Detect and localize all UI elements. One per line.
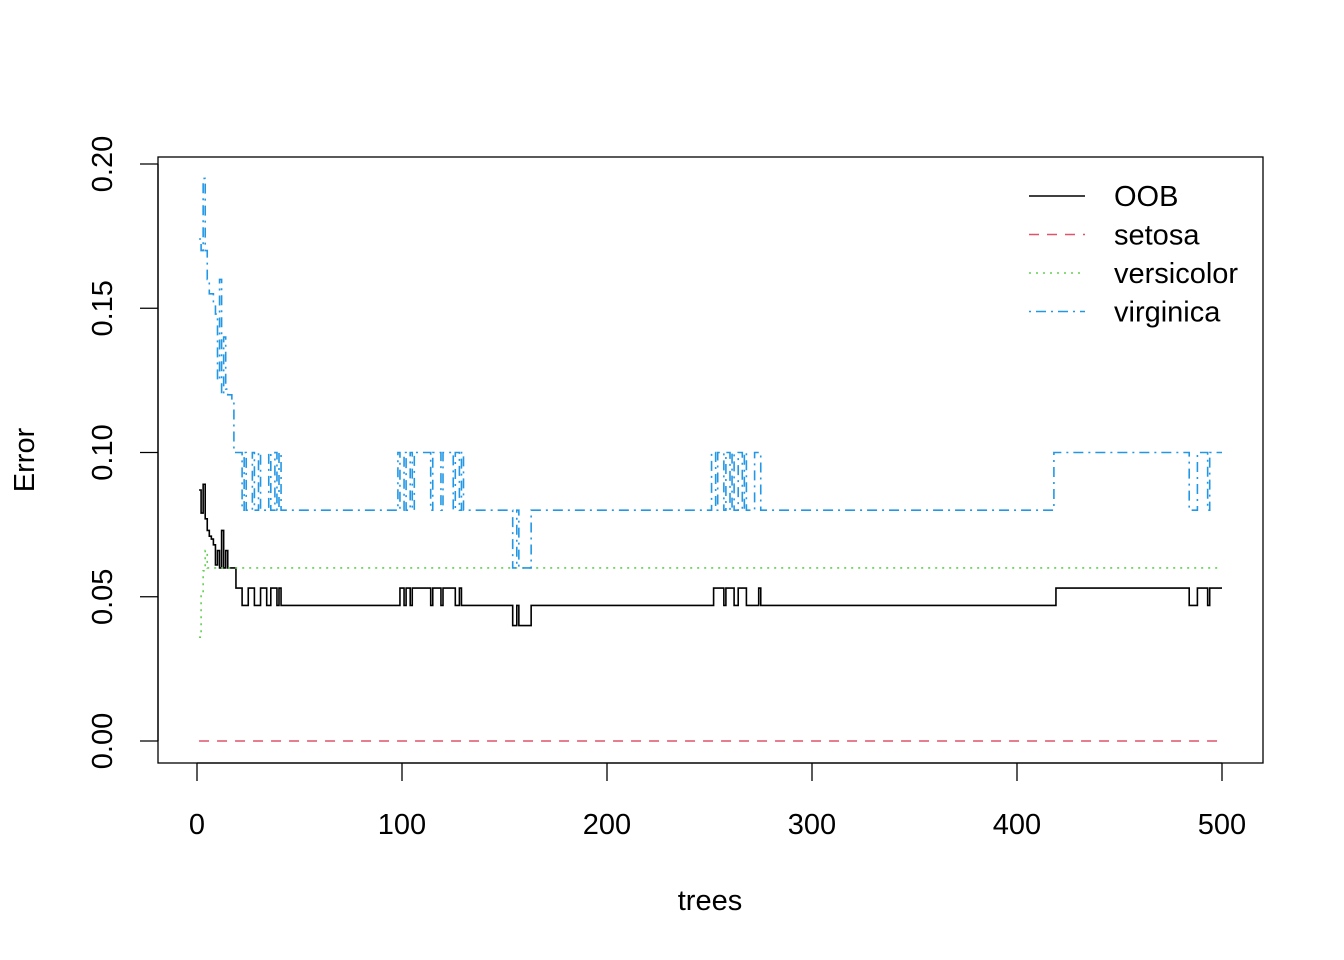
legend-label: setosa [1114, 220, 1200, 252]
series-line-versicolor [199, 549, 1222, 638]
legend-label: virginica [1114, 297, 1221, 329]
x-axis: 0 100 200 300 400 500 [189, 762, 1246, 841]
x-tick-label: 300 [788, 809, 836, 841]
y-axis-title: Error [9, 427, 41, 492]
y-tick-label: 0.05 [87, 569, 119, 625]
x-tick-label: 400 [993, 809, 1041, 841]
y-tick-label: 0.20 [87, 136, 119, 192]
x-tick-label: 500 [1198, 809, 1246, 841]
x-tick-label: 0 [189, 809, 205, 841]
y-tick-label: 0.15 [87, 280, 119, 336]
legend-label: versicolor [1114, 258, 1238, 290]
legend-item-setosa: setosa [1029, 220, 1200, 252]
y-tick-label: 0.00 [87, 713, 119, 769]
legend-label: OOB [1114, 181, 1178, 213]
x-tick-label: 200 [583, 809, 631, 841]
legend: OOB setosa versicolor virginica [1029, 181, 1238, 329]
series-layer [199, 177, 1222, 742]
series-line-virginica [199, 177, 1222, 569]
legend-item-virginica: virginica [1029, 297, 1221, 329]
y-tick-label: 0.10 [87, 424, 119, 480]
series-line-OOB [199, 483, 1222, 627]
x-axis-title: trees [678, 885, 742, 917]
legend-item-OOB: OOB [1029, 181, 1178, 213]
legend-item-versicolor: versicolor [1029, 258, 1238, 290]
x-tick-label: 100 [378, 809, 426, 841]
y-axis: 0.00 0.05 0.10 0.15 0.20 [87, 136, 159, 769]
